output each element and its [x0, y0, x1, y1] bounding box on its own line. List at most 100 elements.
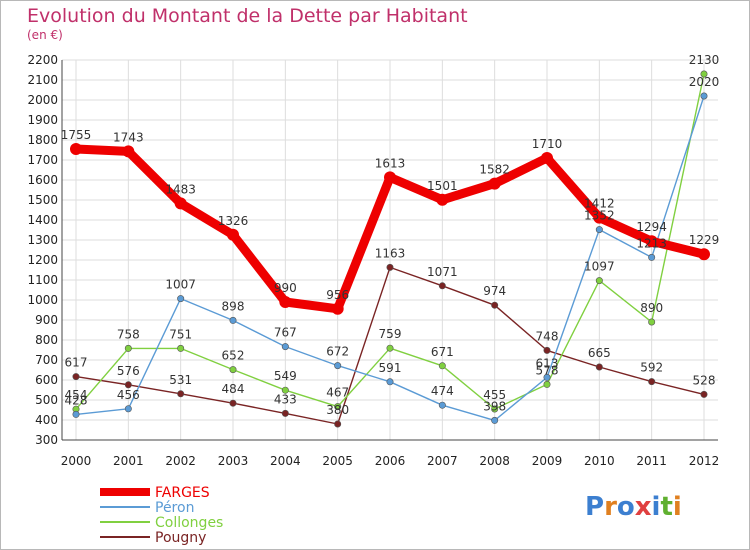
- x-tick-label: 2011: [636, 454, 667, 468]
- data-label: 592: [640, 361, 663, 375]
- data-point: [334, 362, 342, 370]
- data-point: [229, 399, 237, 407]
- y-tick-label: 1300: [27, 233, 58, 247]
- data-point: [593, 211, 606, 224]
- data-point: [438, 362, 446, 370]
- data-point: [488, 177, 501, 190]
- data-label: 1613: [375, 156, 406, 170]
- y-tick-label: 2100: [27, 73, 58, 87]
- data-point: [70, 143, 82, 155]
- y-tick-label: 800: [35, 333, 58, 347]
- data-point: [386, 263, 394, 271]
- y-tick-label: 1200: [27, 253, 58, 267]
- data-point: [648, 253, 656, 261]
- data-label: 1229: [689, 233, 720, 247]
- y-tick-label: 1600: [27, 173, 58, 187]
- legend-label: Péron: [155, 500, 194, 516]
- series-group: [70, 70, 710, 428]
- data-label: 398: [483, 399, 506, 413]
- data-label: 433: [274, 392, 297, 406]
- data-label: 758: [117, 327, 140, 341]
- data-point: [122, 145, 135, 158]
- data-point: [331, 302, 344, 315]
- data-label: 1213: [636, 236, 667, 250]
- data-label: 1326: [218, 214, 249, 228]
- y-tick-label: 1800: [27, 133, 58, 147]
- y-tick-label: 1100: [27, 273, 58, 287]
- data-label: 576: [117, 364, 140, 378]
- data-label: 454: [65, 388, 88, 402]
- data-label: 767: [274, 326, 297, 340]
- data-point: [72, 373, 80, 381]
- data-label: 474: [431, 384, 454, 398]
- data-point: [279, 296, 292, 308]
- data-label: 751: [169, 327, 192, 341]
- x-tick-label: 2010: [584, 454, 615, 468]
- data-label: 2020: [689, 75, 720, 89]
- y-tick-label: 300: [35, 433, 58, 447]
- data-label: 665: [588, 346, 611, 360]
- data-point: [386, 378, 394, 386]
- data-label: 1501: [427, 179, 458, 193]
- data-label: 1743: [113, 130, 144, 144]
- legend-label: Pougny: [155, 530, 206, 546]
- data-label: 456: [117, 388, 140, 402]
- y-tick-label: 700: [35, 353, 58, 367]
- data-label: 1412: [584, 197, 615, 211]
- data-label: 1483: [165, 182, 196, 196]
- x-tick-label: 2006: [375, 454, 406, 468]
- data-point: [334, 403, 342, 411]
- logo-text: Proxiti: [585, 492, 682, 522]
- data-point: [229, 316, 237, 324]
- data-label: 549: [274, 369, 297, 383]
- data-point: [124, 344, 132, 352]
- x-tick-label: 2012: [689, 454, 720, 468]
- x-tick-label: 2000: [61, 454, 92, 468]
- data-label: 1294: [636, 220, 667, 234]
- x-tick-label: 2003: [218, 454, 249, 468]
- data-point: [648, 318, 656, 326]
- y-tick-label: 1000: [27, 293, 58, 307]
- y-tick-label: 900: [35, 313, 58, 327]
- data-point: [438, 401, 446, 409]
- data-label: 380: [326, 403, 349, 417]
- data-point: [595, 226, 603, 234]
- data-point: [700, 390, 708, 398]
- data-label: 1582: [479, 163, 510, 177]
- data-label: 528: [693, 373, 716, 387]
- y-tick-label: 1400: [27, 213, 58, 227]
- data-point: [491, 405, 499, 413]
- chart-title: Evolution du Montant de la Dette par Hab…: [27, 5, 468, 27]
- data-label: 672: [326, 345, 349, 359]
- y-tick-label: 500: [35, 393, 58, 407]
- data-point: [174, 197, 187, 210]
- data-point: [177, 344, 185, 352]
- data-label: 428: [65, 393, 88, 407]
- data-label: 890: [640, 301, 663, 315]
- data-label: 759: [379, 327, 402, 341]
- y-tick-label: 1500: [27, 193, 58, 207]
- data-point: [334, 420, 342, 428]
- y-tick-label: 1700: [27, 153, 58, 167]
- data-point: [698, 248, 710, 261]
- x-tick-label: 2004: [270, 454, 301, 468]
- data-point: [281, 343, 289, 351]
- data-label: 974: [483, 284, 506, 298]
- grid: [62, 59, 718, 441]
- data-point: [543, 373, 551, 381]
- x-tick-label: 2009: [532, 454, 563, 468]
- data-label: 613: [536, 356, 559, 370]
- data-label: 990: [274, 281, 297, 295]
- axes: 300 400 500 600 700 800 900 1000 1100 1200 1300 140…: [27, 53, 719, 468]
- data-label: 455: [483, 388, 506, 402]
- y-tick-label: 2200: [27, 53, 58, 67]
- data-point: [700, 92, 708, 100]
- data-point: [384, 171, 396, 184]
- data-point: [491, 416, 499, 424]
- data-label: 531: [169, 373, 192, 387]
- data-point: [177, 390, 185, 398]
- data-label: 484: [222, 382, 245, 396]
- data-label: 1163: [375, 246, 406, 260]
- data-point: [72, 410, 80, 418]
